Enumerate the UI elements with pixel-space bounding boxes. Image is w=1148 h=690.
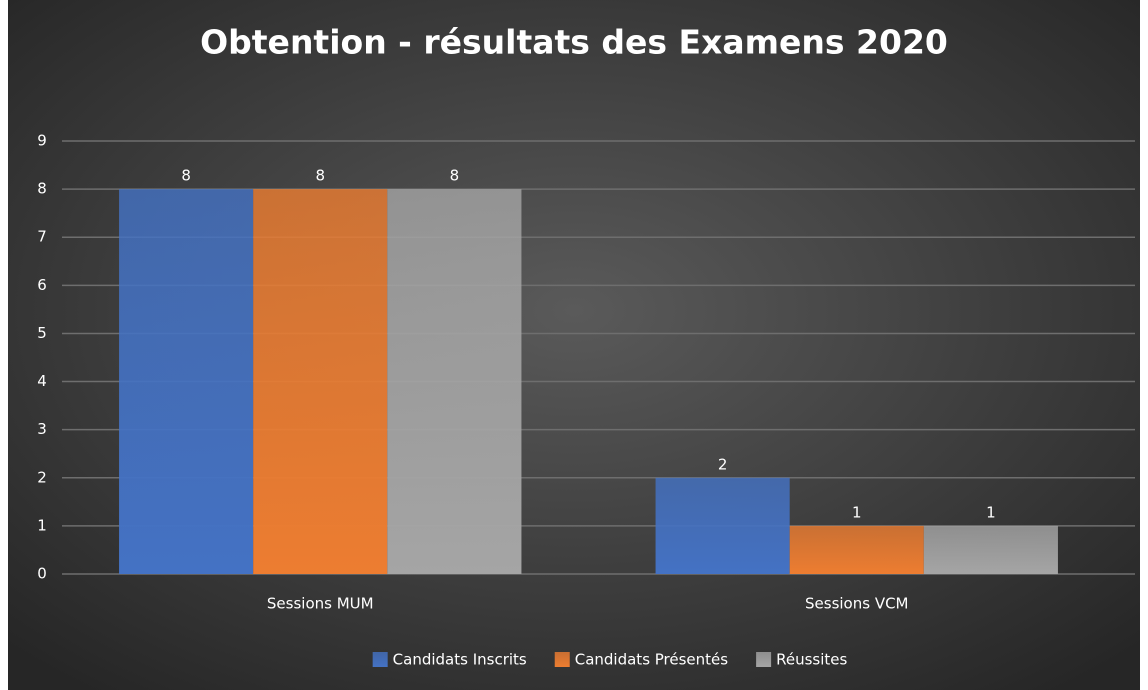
legend-swatch (756, 652, 772, 667)
y-tick-label: 9 (37, 132, 47, 150)
y-tick-label: 4 (37, 372, 47, 390)
legend: Candidats Inscrits Candidats Présentés Réu… (372, 651, 848, 669)
legend-label: Réussites (776, 651, 847, 669)
data-label: 8 (315, 167, 325, 185)
data-label: 2 (718, 455, 728, 473)
data-label: 8 (450, 167, 460, 185)
y-tick-label: 7 (37, 228, 47, 246)
legend-swatch (372, 652, 388, 667)
x-tick-label: Sessions MUM (267, 595, 374, 613)
bar (253, 189, 388, 574)
legend-swatch (554, 652, 570, 667)
chart-title: Obtention - résultats des Examens 2020 (200, 23, 948, 62)
bar (119, 189, 254, 574)
y-tick-label: 5 (37, 324, 47, 342)
bar (387, 189, 522, 574)
x-tick-label: Sessions VCM (805, 595, 909, 613)
bar (655, 477, 790, 574)
data-label: 1 (986, 503, 996, 521)
data-label: 1 (852, 503, 862, 521)
y-tick-label: 8 (37, 180, 47, 198)
y-tick-label: 2 (37, 468, 47, 486)
y-tick-label: 6 (37, 276, 47, 294)
data-label: 8 (181, 167, 191, 185)
bar (789, 525, 924, 574)
y-tick-label: 0 (37, 565, 47, 583)
legend-label: Candidats Inscrits (393, 651, 527, 669)
y-tick-label: 3 (37, 420, 47, 438)
y-tick-label: 1 (37, 516, 47, 534)
legend-label: Candidats Présentés (575, 651, 729, 669)
bar (923, 525, 1058, 574)
